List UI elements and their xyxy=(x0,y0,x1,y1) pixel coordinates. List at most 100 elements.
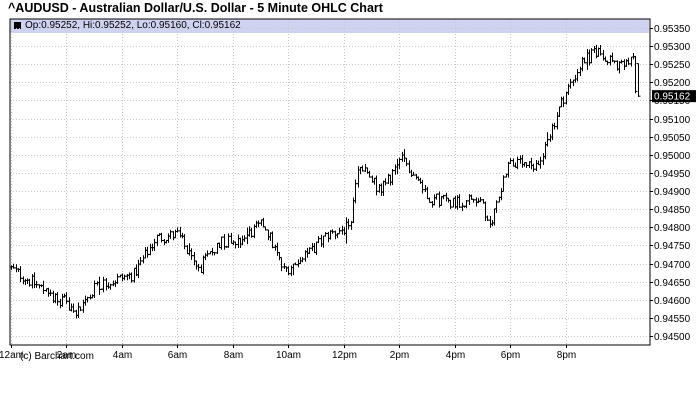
grid-lines xyxy=(10,19,650,345)
ohlc-bar xyxy=(69,303,74,312)
ohlc-bar xyxy=(321,235,326,248)
ohlc-bar xyxy=(457,194,462,208)
info-marker-icon xyxy=(14,22,21,29)
ohlc-bar xyxy=(141,255,146,264)
ohlc-bar-last xyxy=(636,63,641,97)
ohlc-bar xyxy=(25,278,30,285)
ohlc-bar xyxy=(425,186,430,200)
ohlc-bar xyxy=(511,158,516,167)
ohlc-bar xyxy=(448,199,453,210)
y-tick-label: 0.94550 xyxy=(654,314,691,325)
x-tick-label: 8pm xyxy=(557,350,576,361)
ohlc-bar xyxy=(342,227,347,236)
ohlc-info-bar: Op:0.95252, Hi:0.95252, Lo:0.95160, Cl:0… xyxy=(10,19,649,33)
ohlc-bar xyxy=(501,175,506,192)
ohlc-bar xyxy=(566,83,571,95)
x-axis-ticks: 12am 2am 4am 6am 8am 10am 12pm 2pm 4pm 6pm 8pm xyxy=(0,345,576,361)
y-tick-label: 0.95200 xyxy=(654,78,691,89)
ohlc-bar xyxy=(236,234,241,249)
ohlc-bar xyxy=(531,163,536,172)
ohlc-bar xyxy=(182,234,187,250)
ohlc-bar xyxy=(132,267,137,283)
ohlc-bar xyxy=(113,280,118,287)
ohlc-bar xyxy=(326,231,331,243)
ohlc-bar xyxy=(407,160,412,174)
ohlc-bar xyxy=(192,252,197,266)
ohlc-bar xyxy=(90,294,95,299)
ohlc-bar xyxy=(127,272,132,280)
ohlc-bar xyxy=(41,280,46,295)
ohlc-bar xyxy=(555,112,560,130)
ohlc-bar xyxy=(275,242,280,256)
ohlc-bar xyxy=(383,178,388,186)
ohlc-bar xyxy=(166,233,171,243)
ohlc-bar xyxy=(451,197,456,208)
ohlc-bar xyxy=(529,157,534,170)
ohlc-bar xyxy=(101,276,106,293)
y-tick-label: 0.94800 xyxy=(654,223,691,234)
plot-frame xyxy=(9,18,651,346)
ohlc-bar xyxy=(575,69,580,82)
ohlc-bar xyxy=(404,157,409,167)
ohlc-bar xyxy=(233,241,238,249)
ohlc-bar xyxy=(548,134,553,142)
x-tick-label: 4pm xyxy=(446,350,465,361)
ohlc-bar xyxy=(23,278,28,286)
ohlc-bar xyxy=(499,188,504,201)
y-tick-label: 0.94950 xyxy=(654,169,691,180)
ohlc-bar xyxy=(173,229,178,239)
ohlc-bar xyxy=(145,246,150,258)
ohlc-bar xyxy=(74,309,79,319)
ohlc-bar xyxy=(46,287,51,297)
ohlc-bar xyxy=(492,208,497,226)
ohlc-bar xyxy=(300,257,305,263)
y-tick-label: 0.94900 xyxy=(654,187,691,198)
ohlc-bar xyxy=(395,158,400,175)
ohlc-bar xyxy=(95,281,100,286)
ohlc-bar xyxy=(97,276,102,295)
ohlc-bar xyxy=(400,151,405,162)
ohlc-bar xyxy=(18,266,23,283)
y-tick-label: 0.94700 xyxy=(654,260,691,271)
ohlc-bar xyxy=(76,302,81,318)
ohlc-bar xyxy=(254,220,259,229)
ohlc-bar xyxy=(351,197,356,224)
ohlc-info-text: Op:0.95252, Hi:0.95252, Lo:0.95160, Cl:0… xyxy=(25,20,241,31)
ohlc-bar xyxy=(515,156,520,170)
ohlc-bar xyxy=(629,56,634,67)
last-price-marker: 0.95162 xyxy=(652,90,696,103)
ohlc-bar xyxy=(379,183,384,196)
ohlc-bar xyxy=(21,276,26,285)
ohlc-bar xyxy=(444,192,449,202)
ohlc-bar xyxy=(578,66,583,77)
ohlc-bar xyxy=(199,264,204,273)
ohlc-bar xyxy=(136,259,141,279)
ohlc-bar xyxy=(203,253,208,260)
ohlc-bar xyxy=(381,180,386,197)
ohlc-bar xyxy=(564,91,569,105)
ohlc-bars xyxy=(9,44,641,319)
x-tick-label: 2pm xyxy=(390,350,409,361)
ohlc-bar xyxy=(390,168,395,186)
x-tick-label: 6am xyxy=(168,350,187,361)
ohlc-bar xyxy=(120,273,125,282)
ohlc-bar xyxy=(175,227,180,233)
ohlc-bar xyxy=(557,106,562,118)
x-tick-label: 12pm xyxy=(332,350,357,361)
ohlc-bar xyxy=(261,217,266,228)
ohlc-bar xyxy=(284,266,289,272)
ohlc-bar xyxy=(155,234,160,247)
ohlc-bar xyxy=(171,231,176,241)
ohlc-bar xyxy=(185,245,190,255)
ohlc-bar xyxy=(617,61,622,74)
ohlc-bar xyxy=(538,156,543,169)
ohlc-bar xyxy=(104,277,109,291)
ohlc-bar xyxy=(423,184,428,192)
ohlc-bar xyxy=(37,284,42,289)
ohlc-bar xyxy=(106,282,111,289)
ohlc-bar xyxy=(585,49,590,70)
ohlc-bar xyxy=(215,242,220,255)
x-tick-label: 4am xyxy=(113,350,132,361)
ohlc-bar xyxy=(266,229,271,241)
